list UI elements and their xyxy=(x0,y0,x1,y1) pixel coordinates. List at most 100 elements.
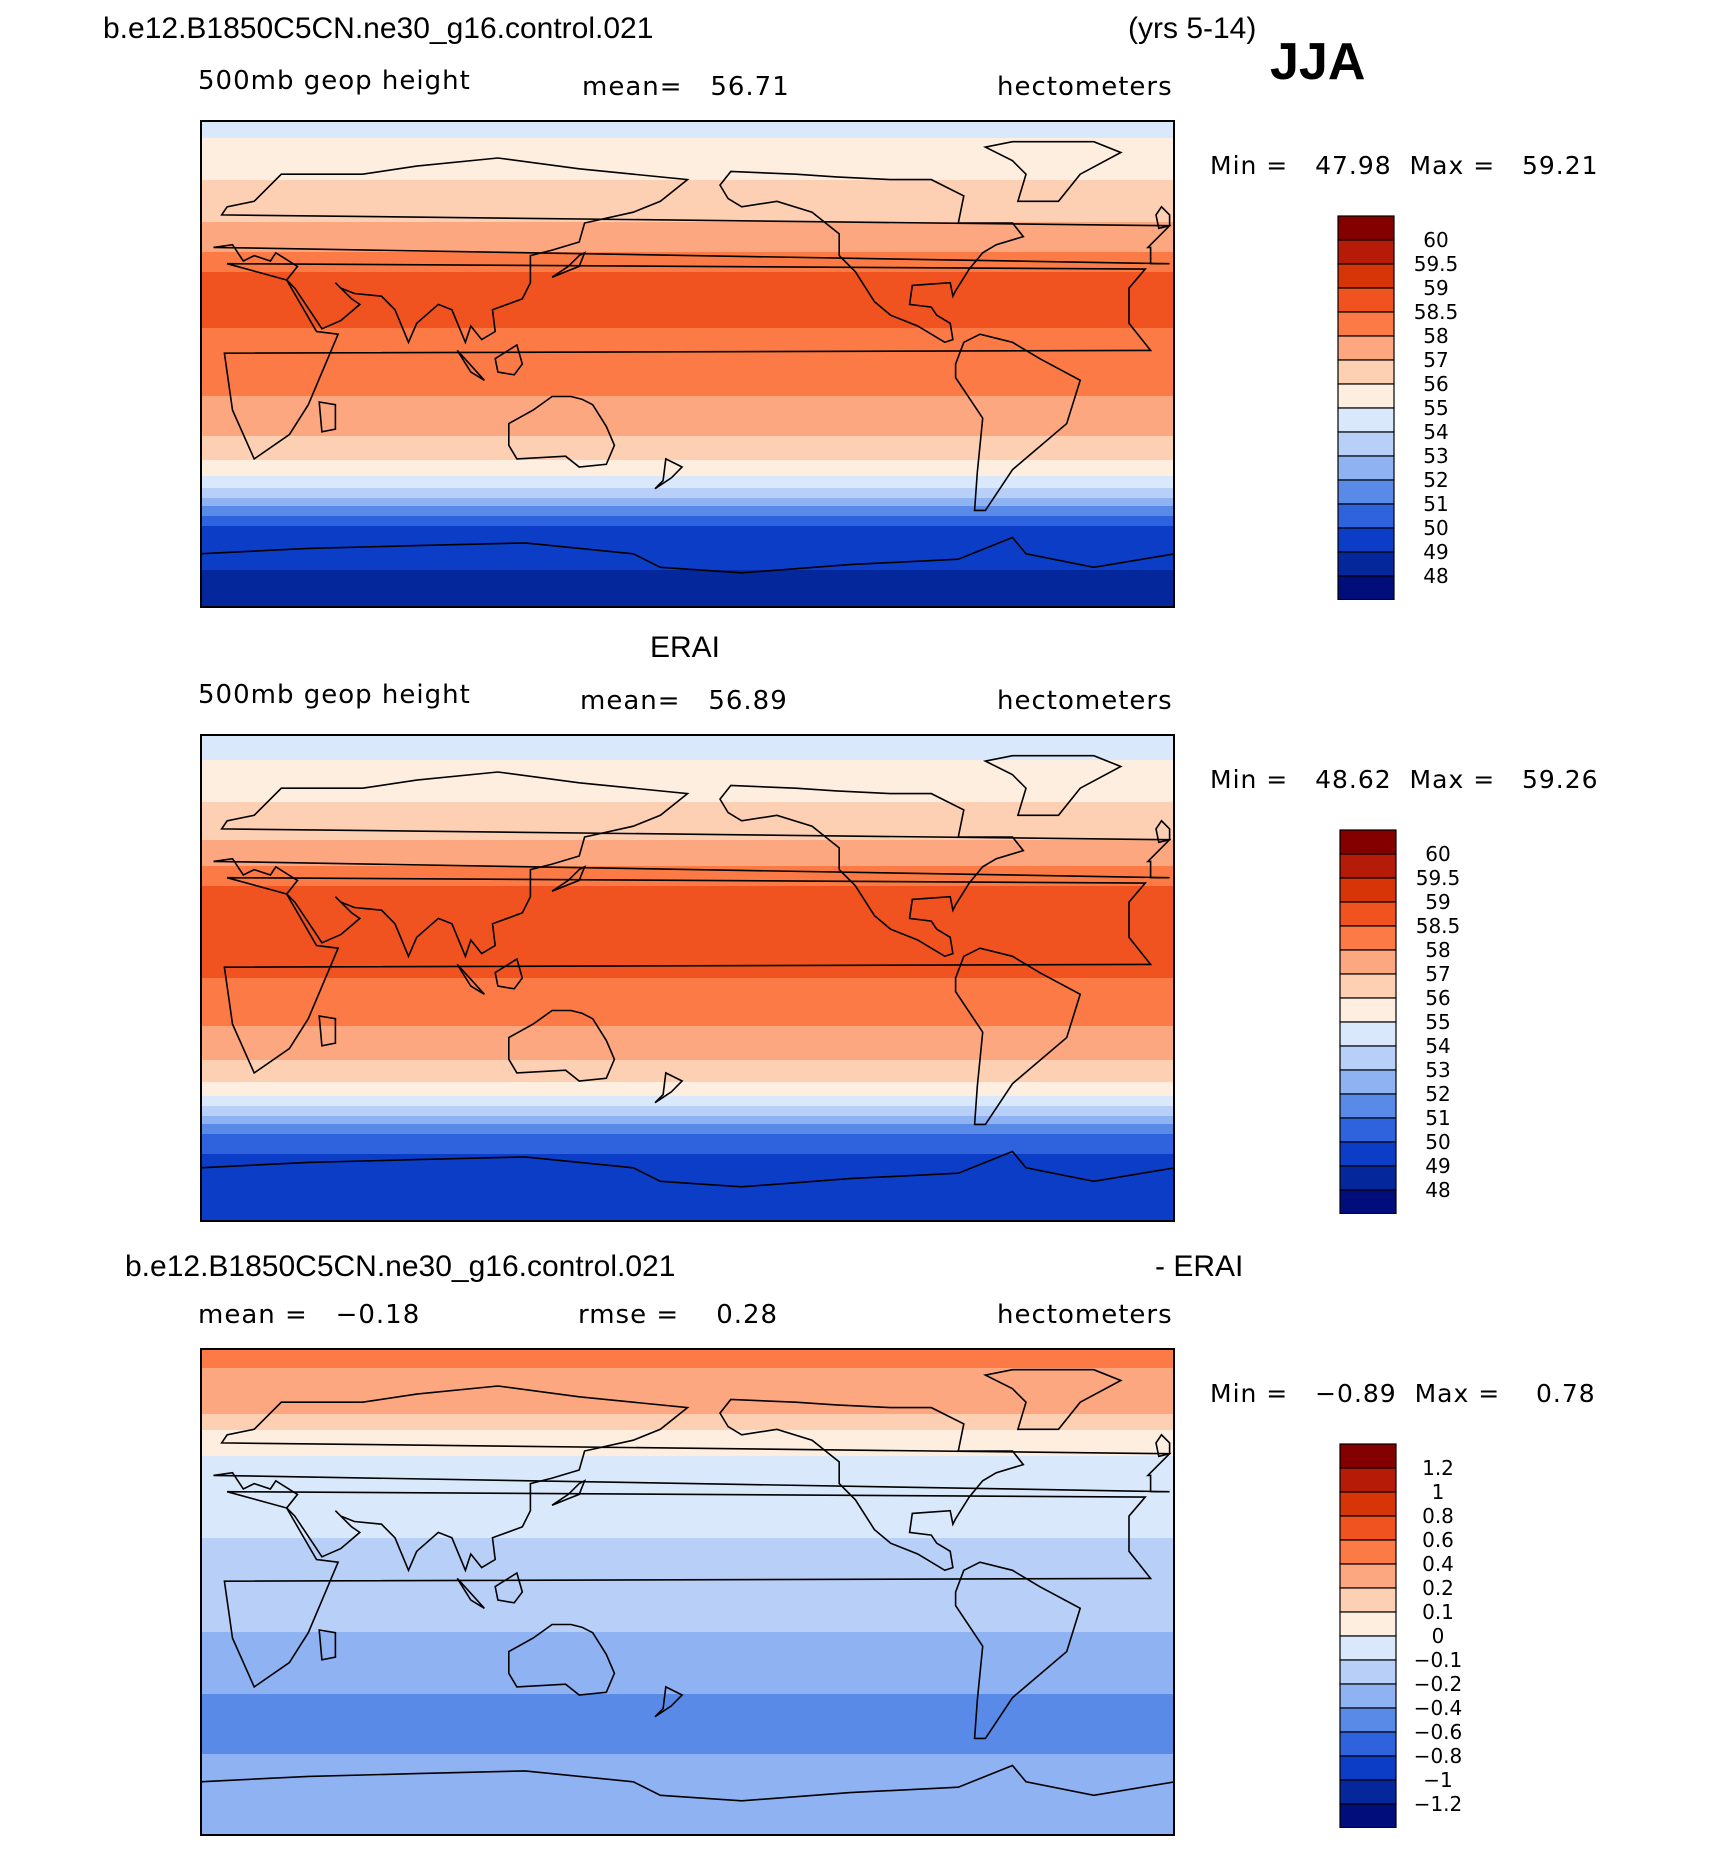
contour-band xyxy=(200,1218,1175,1221)
contour-band xyxy=(200,1682,1175,1685)
panel3-colorbar: 1.210.80.60.40.20.10−0.1−0.2−0.4−0.6−0.8… xyxy=(1339,1443,1463,1828)
contour-band xyxy=(200,926,1175,929)
contour-band xyxy=(200,1464,1175,1467)
contour-band xyxy=(200,308,1175,311)
contour-band xyxy=(200,268,1175,271)
contour-band xyxy=(200,370,1175,373)
contour-band xyxy=(200,1208,1175,1211)
contour-band xyxy=(200,1036,1175,1039)
contour-band xyxy=(200,576,1175,579)
contour-band xyxy=(200,1052,1175,1055)
contour-band xyxy=(200,806,1175,809)
colorbar-swatch xyxy=(1339,1117,1397,1143)
contour-band xyxy=(200,1178,1175,1181)
contour-band xyxy=(200,162,1175,165)
contour-band xyxy=(200,1022,1175,1025)
contour-band xyxy=(200,334,1175,337)
contour-band xyxy=(200,1702,1175,1705)
contour-band xyxy=(200,1540,1175,1543)
contour-band xyxy=(200,1380,1175,1383)
contour-band xyxy=(200,1562,1175,1565)
contour-band xyxy=(200,1488,1175,1491)
contour-band xyxy=(200,1626,1175,1629)
contour-band xyxy=(200,836,1175,839)
contour-band xyxy=(200,1750,1175,1753)
contour-band xyxy=(200,930,1175,933)
contour-band xyxy=(200,306,1175,309)
contour-band xyxy=(200,1132,1175,1135)
contour-band xyxy=(200,894,1175,897)
contour-band xyxy=(200,1084,1175,1087)
contour-band xyxy=(200,1172,1175,1175)
contour-band xyxy=(200,1184,1175,1187)
contour-band xyxy=(200,1806,1175,1809)
contour-band xyxy=(200,328,1175,331)
contour-band xyxy=(200,1814,1175,1817)
contour-band xyxy=(200,1166,1175,1169)
colorbar-tick-label: 56 xyxy=(1425,986,1450,1010)
contour-band xyxy=(200,214,1175,217)
contour-band xyxy=(200,604,1175,607)
contour-band xyxy=(200,180,1175,183)
contour-band xyxy=(200,1050,1175,1053)
contour-band xyxy=(200,556,1175,559)
colorbar-tick-label: 59.5 xyxy=(1416,866,1461,890)
contour-band xyxy=(200,496,1175,499)
contour-band xyxy=(200,1364,1175,1367)
contour-band xyxy=(200,1774,1175,1777)
panel3-rmse: rmse = 0.28 xyxy=(578,1300,779,1330)
contour-band xyxy=(200,396,1175,399)
colorbar-tick-label: 49 xyxy=(1425,1154,1450,1178)
contour-band xyxy=(200,846,1175,849)
contour-band xyxy=(200,1402,1175,1405)
contour-band xyxy=(200,240,1175,243)
contour-band xyxy=(200,750,1175,753)
colorbar-swatch xyxy=(1337,575,1395,600)
contour-band xyxy=(200,252,1175,255)
contour-band xyxy=(200,1028,1175,1031)
contour-band xyxy=(200,1038,1175,1041)
contour-band xyxy=(200,410,1175,413)
contour-band xyxy=(200,746,1175,749)
contour-band xyxy=(200,1722,1175,1725)
contour-band xyxy=(200,314,1175,317)
coastline xyxy=(456,349,485,381)
colorbar-swatch xyxy=(1337,503,1395,529)
colorbar-swatch xyxy=(1339,1467,1397,1493)
colorbar-tick-label: −0.6 xyxy=(1414,1720,1463,1744)
contour-band xyxy=(200,472,1175,475)
contour-band xyxy=(200,462,1175,465)
colorbar-swatch xyxy=(1339,1165,1397,1191)
contour-band xyxy=(200,1670,1175,1673)
contour-band xyxy=(200,490,1175,493)
contour-band xyxy=(200,1442,1175,1445)
contour-band xyxy=(200,382,1175,385)
contour-band xyxy=(200,216,1175,219)
contour-band xyxy=(200,778,1175,781)
colorbar-swatch xyxy=(1339,1755,1397,1781)
contour-band xyxy=(200,906,1175,909)
contour-band xyxy=(200,1350,1175,1353)
contour-band xyxy=(200,840,1175,843)
contour-band xyxy=(200,1528,1175,1531)
contour-band xyxy=(200,928,1175,931)
contour-band xyxy=(200,428,1175,431)
contour-band xyxy=(200,1558,1175,1561)
panel2-map xyxy=(200,734,1175,1222)
contour-band xyxy=(200,1636,1175,1639)
contour-band xyxy=(200,1478,1175,1481)
contour-band xyxy=(200,1118,1175,1121)
colorbar-tick-label: 58.5 xyxy=(1414,300,1459,324)
colorbar-tick-label: −0.8 xyxy=(1414,1744,1463,1768)
contour-band xyxy=(200,1566,1175,1569)
contour-band xyxy=(200,1752,1175,1755)
contour-band xyxy=(200,452,1175,455)
contour-band xyxy=(200,1492,1175,1495)
contour-band xyxy=(200,1012,1175,1015)
contour-band xyxy=(200,870,1175,873)
coastline xyxy=(494,1571,524,1604)
contour-band xyxy=(200,880,1175,883)
map-bands xyxy=(200,734,1175,1222)
contour-band xyxy=(200,444,1175,447)
colorbar-tick-label: 59 xyxy=(1423,276,1448,300)
